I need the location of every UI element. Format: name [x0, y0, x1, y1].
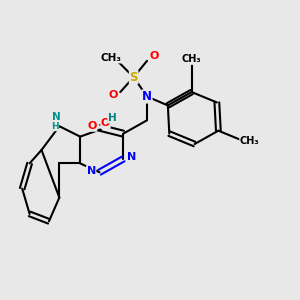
Text: N: N	[86, 166, 96, 176]
Text: CH₃: CH₃	[182, 54, 201, 64]
Text: CH₃: CH₃	[240, 136, 260, 146]
Text: S: S	[129, 71, 138, 84]
Text: N: N	[142, 90, 152, 103]
Text: O: O	[101, 118, 110, 128]
Text: O: O	[87, 121, 97, 131]
Text: H: H	[51, 122, 59, 131]
Text: N: N	[52, 112, 61, 122]
Text: H: H	[108, 113, 117, 123]
Text: O: O	[150, 51, 159, 62]
Text: O: O	[108, 90, 118, 100]
Text: N: N	[127, 152, 136, 162]
Text: CH₃: CH₃	[101, 53, 122, 63]
